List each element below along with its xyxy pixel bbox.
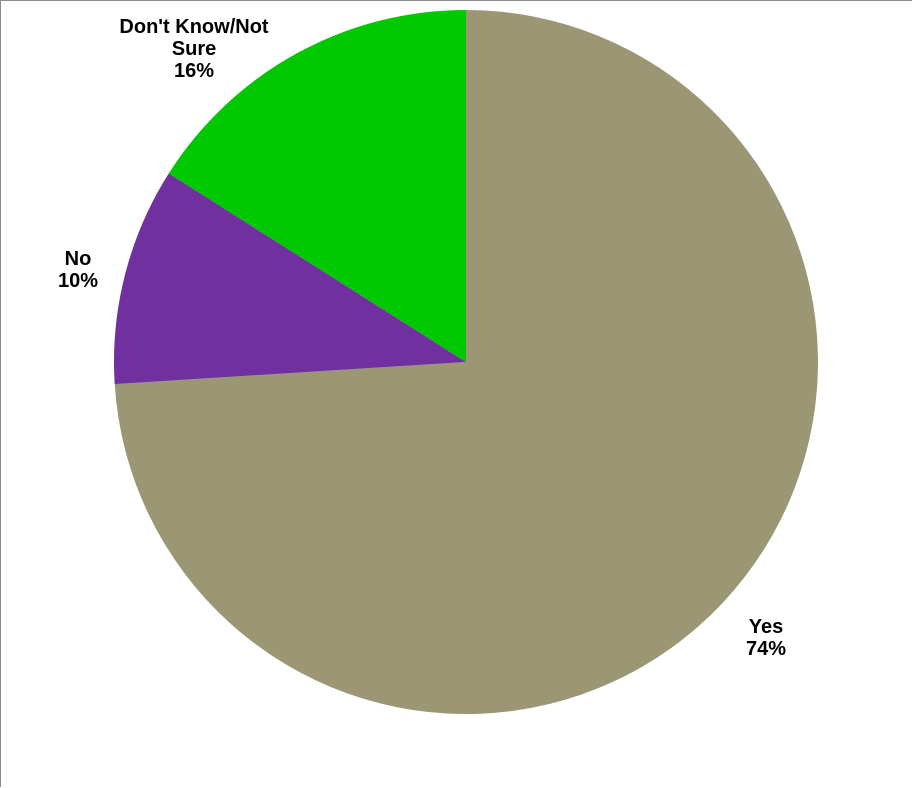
slice-category-label: Sure	[172, 38, 216, 60]
slice-value-label: 10%	[58, 270, 98, 292]
slice-category-label: No	[65, 248, 92, 270]
labels-layer: Yes 74% No 10% Don't Know/Not Sure 16%	[58, 16, 786, 660]
pie-slice-yes	[114, 10, 818, 714]
slice-label-yes: Yes 74%	[746, 616, 786, 660]
slice-label-don-t-know-not-sure: Don't Know/Not Sure 16%	[119, 16, 269, 82]
pie-slice-don-t-know-not-sure	[168, 10, 467, 362]
slice-value-label: 74%	[746, 638, 786, 660]
slice-value-label: 16%	[174, 60, 214, 82]
slice-category-label: Don't Know/Not	[119, 16, 269, 38]
slice-category-label: Yes	[749, 616, 783, 638]
slice-label-no: No 10%	[58, 248, 98, 292]
slices-layer	[113, 10, 818, 714]
pie-slice-no	[113, 173, 466, 385]
